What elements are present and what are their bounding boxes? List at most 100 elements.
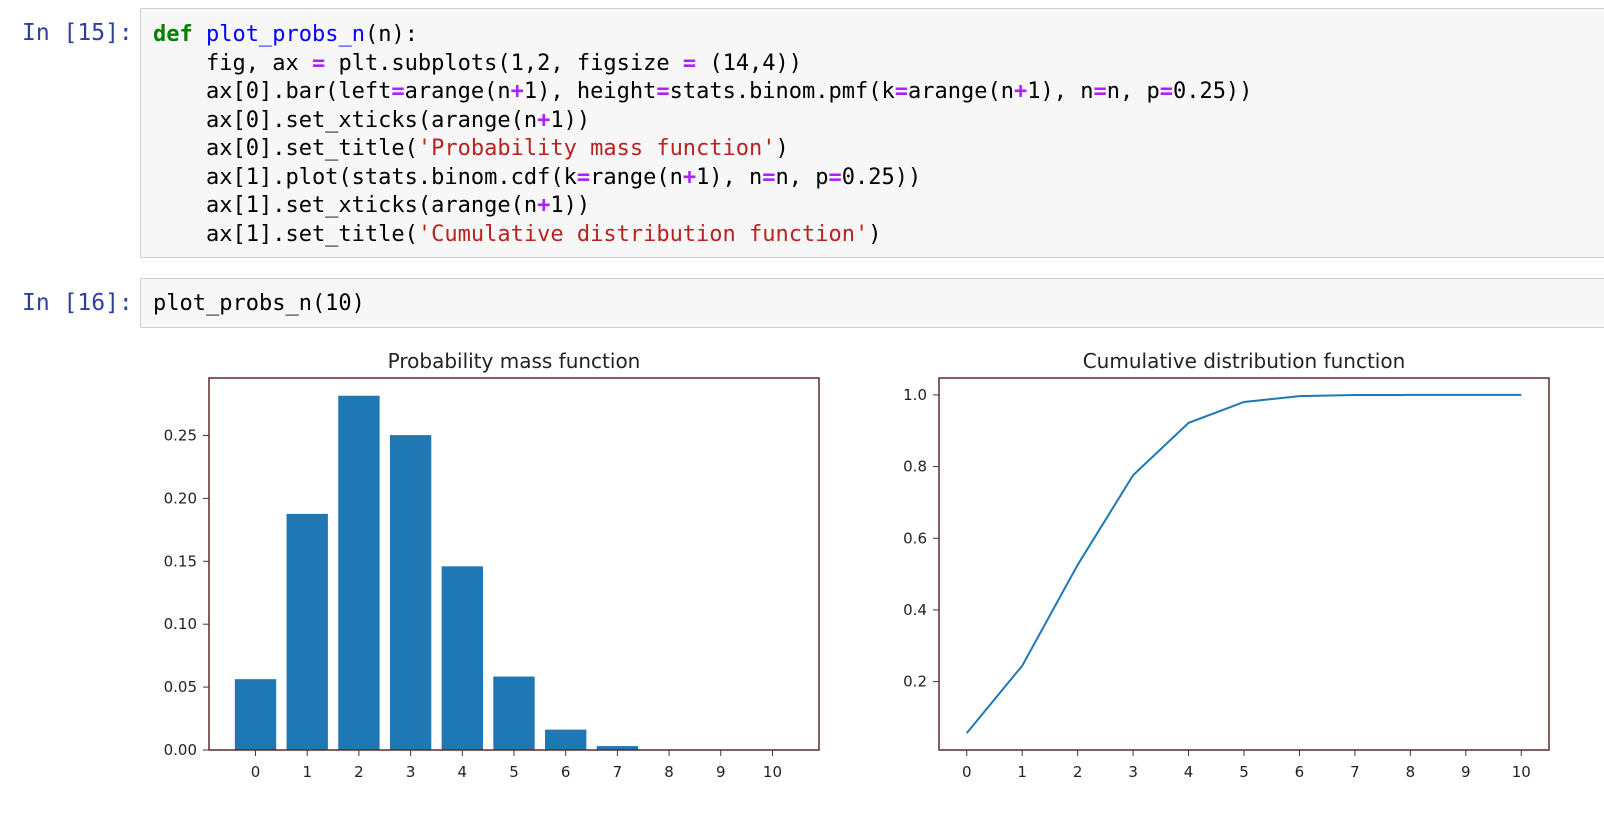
pmf-x-tick-label: 2 <box>354 763 364 781</box>
cell-output-16: Probability mass function 0 1 2 3 4 5 6 7 8 9 10 0.0… <box>140 340 1580 814</box>
cdf-x-tick-label: 9 <box>1461 763 1471 781</box>
cdf-x-tick-label: 7 <box>1350 763 1360 781</box>
code-token: = <box>1159 79 1173 104</box>
code-token: ax[0].set_xticks(arange(n <box>153 107 538 133</box>
pmf-y-tick-label: 0.20 <box>164 489 197 507</box>
cdf-x-tick-label: 1 <box>1017 763 1027 781</box>
code-token: 'Probability mass function' <box>417 136 776 161</box>
pmf-title: Probability mass function <box>388 349 641 373</box>
pmf-x-tick-label: 8 <box>664 763 674 781</box>
code-token: plot_probs_n(10) <box>153 291 365 316</box>
pmf-x-tick-label: 7 <box>613 763 623 781</box>
code-token: = <box>682 50 697 76</box>
code-line: ax[0].set_xticks(arange(n+1)) <box>153 106 590 135</box>
cdf-x-tick-label: 6 <box>1295 763 1305 781</box>
code-token: 1), n <box>696 164 763 190</box>
cdf-x-tick-label: 0 <box>962 763 972 781</box>
cdf-x-tick-label: 4 <box>1184 763 1194 781</box>
pmf-x-tick-label: 9 <box>716 763 726 781</box>
code-token: ax[1].set_title( <box>153 221 418 247</box>
cdf-y-tick-label: 0.4 <box>903 601 927 619</box>
pmf-bar <box>493 676 535 750</box>
code-token: def <box>153 22 193 47</box>
code-line: plot_probs_n(10) <box>153 289 365 318</box>
code-token: = <box>1093 79 1107 104</box>
code-token: 1), height <box>523 79 657 104</box>
pmf-y-tick-label: 0.15 <box>164 552 197 570</box>
code-line: fig, ax = plt.subplots(1,2, figsize = (1… <box>153 49 802 78</box>
pmf-bar <box>596 746 639 750</box>
code-line: ax[1].set_title('Cumulative distribution… <box>153 220 882 249</box>
code-token: plot_probs_n <box>206 22 365 47</box>
code-token: n, p <box>1106 79 1160 104</box>
code-line: ax[1].plot(stats.binom.cdf(k=range(n+1),… <box>153 163 921 192</box>
code-token <box>193 22 206 47</box>
code-token: stats.binom.pmf(k <box>669 79 895 104</box>
cdf-x-tick-label: 8 <box>1406 763 1416 781</box>
pmf-x-tick-label: 6 <box>561 763 571 781</box>
code-token: 0.25)) <box>841 164 922 190</box>
code-cell-16[interactable]: plot_probs_n(10) <box>140 278 1604 328</box>
code-token: range(n <box>590 164 683 190</box>
code-cell-15[interactable]: def plot_probs_n(n): fig, ax = plt.subpl… <box>140 8 1604 258</box>
code-token: arange(n <box>908 79 1014 104</box>
pmf-x-tick-label: 1 <box>302 763 312 781</box>
code-token: = <box>311 50 326 76</box>
pmf-bar <box>338 395 380 750</box>
code-token: arange(n <box>404 79 511 104</box>
pmf-x-tick-label: 5 <box>509 763 519 781</box>
pmf-bar <box>441 566 483 750</box>
code-token: + <box>1013 79 1028 104</box>
pmf-y-tick-label: 0.10 <box>164 615 197 633</box>
pmf-y-tick-label: 0.00 <box>164 741 197 759</box>
code-token: ax[0].bar(left <box>153 79 392 104</box>
cdf-series-line <box>965 393 1522 734</box>
code-token: + <box>537 107 551 133</box>
code-token: = <box>894 79 909 104</box>
code-token: ax[1].plot(stats.binom.cdf(k <box>153 164 577 190</box>
code-token: ) <box>868 221 882 247</box>
pmf-bar <box>389 435 432 750</box>
code-token: (14,4)) <box>696 50 803 76</box>
cell-prompt-16: In [16]: <box>22 290 133 316</box>
cdf-x-tick-label: 2 <box>1073 763 1083 781</box>
code-token: ) <box>775 136 789 161</box>
pmf-x-tick-label: 0 <box>251 763 261 781</box>
pmf-x-tick-label: 3 <box>406 763 416 781</box>
code-token: = <box>576 164 591 190</box>
pmf-y-tick-label: 0.05 <box>164 678 197 696</box>
code-token: 0.25)) <box>1172 79 1253 104</box>
code-token: = <box>762 164 776 190</box>
pmf-x-tick-label: 4 <box>458 763 468 781</box>
code-token: + <box>537 193 551 218</box>
pmf-bar <box>545 729 587 750</box>
pmf-bar <box>286 513 328 750</box>
cdf-x-tick-label: 5 <box>1239 763 1249 781</box>
code-token: ax[1].set_xticks(arange(n <box>153 193 538 218</box>
cdf-x-tick-label: 3 <box>1128 763 1138 781</box>
code-token: = <box>656 79 670 104</box>
cdf-y-tick-label: 0.2 <box>903 673 927 691</box>
code-line: ax[1].set_xticks(arange(n+1)) <box>153 191 590 220</box>
code-token: 1), n <box>1027 79 1094 104</box>
cdf-axes-frame <box>938 377 1550 751</box>
code-token: 1)) <box>550 107 591 133</box>
cell-prompt-15: In [15]: <box>22 20 133 46</box>
code-token: 1)) <box>550 193 591 218</box>
code-token: 'Cumulative distribution function' <box>417 221 869 247</box>
code-token: = <box>828 164 842 190</box>
code-token: ax[0].set_title( <box>153 136 418 161</box>
code-token: (n): <box>364 22 418 47</box>
code-token: + <box>510 79 524 104</box>
cdf-y-tick-label: 0.6 <box>903 529 927 547</box>
code-token: plt.subplots(1,2, figsize <box>325 50 683 76</box>
code-line: def plot_probs_n(n): <box>153 20 418 49</box>
pmf-bar <box>234 679 277 750</box>
pmf-y-tick-label: 0.25 <box>164 426 197 444</box>
cdf-y-tick-label: 1.0 <box>903 386 927 404</box>
code-line: ax[0].bar(left=arange(n+1), height=stats… <box>153 77 1252 106</box>
code-token: fig, ax <box>153 50 312 76</box>
code-line: ax[0].set_title('Probability mass functi… <box>153 134 789 163</box>
pmf-x-tick-label: 10 <box>763 763 782 781</box>
